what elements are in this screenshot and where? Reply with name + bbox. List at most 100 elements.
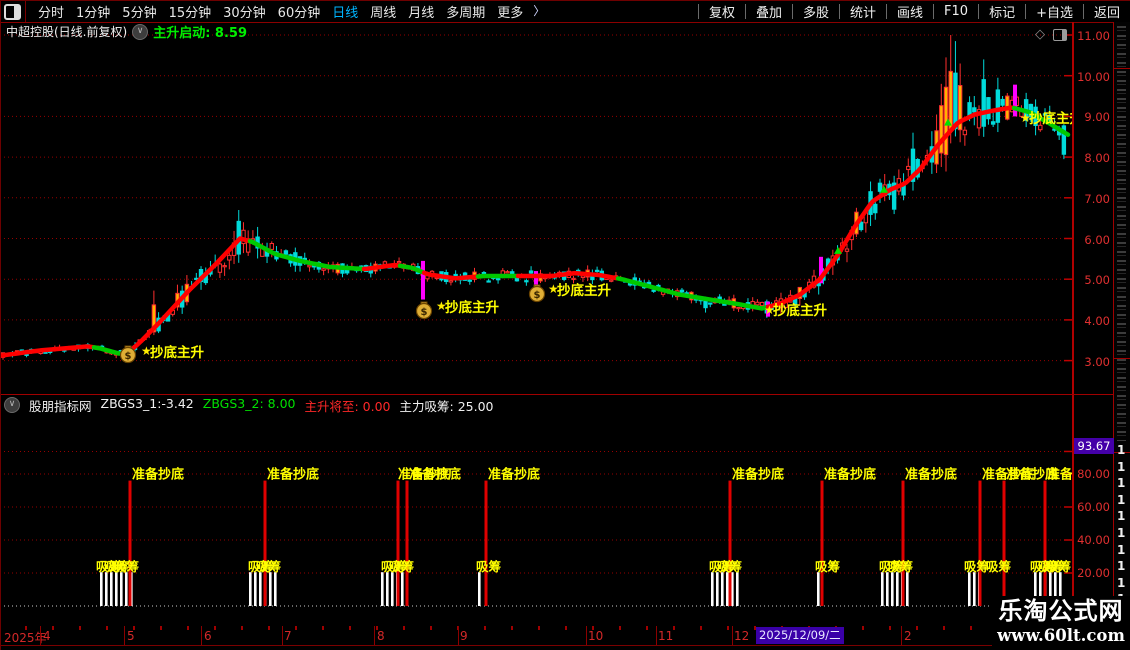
x-axis-year-label: 2025年 <box>4 631 47 645</box>
absorb-bar <box>100 572 103 606</box>
absorb-label: 吸筹 <box>879 559 905 574</box>
prepare-label: 准备抄底 <box>267 467 319 483</box>
watermark-site-name: 乐淘公式网 <box>998 597 1124 625</box>
price-axis-label: 7.00 <box>1084 191 1110 206</box>
period-tab-3[interactable]: 15分钟 <box>168 6 212 21</box>
x-axis-divider <box>201 626 202 645</box>
panel-divider <box>0 394 1113 395</box>
absorb-bar <box>391 572 394 606</box>
x-axis-label: 7 <box>284 629 292 643</box>
tool-button-2[interactable]: 多股 <box>791 4 839 21</box>
prepare-bar <box>1002 480 1006 606</box>
prepare-label: 准备抄底 <box>1047 467 1073 483</box>
prepare-label: 准备抄底 <box>982 467 1034 483</box>
tool-button-7[interactable]: +自选 <box>1025 4 1083 21</box>
indicator-name: 股朋指标网 <box>29 398 92 414</box>
absorb-bar <box>1054 572 1057 606</box>
period-tab-8[interactable]: 月线 <box>408 6 435 21</box>
clipped-text-texture <box>1117 26 1126 441</box>
absorb-bar <box>716 572 719 606</box>
watermark: 乐淘公式网 www.60lt.com <box>992 596 1130 650</box>
absorb-label: 吸筹 <box>986 559 1012 574</box>
ma-line-red <box>421 270 481 281</box>
tool-button-8[interactable]: 返回 <box>1082 4 1130 21</box>
layout-pane-icon[interactable] <box>4 3 21 20</box>
collapse-chevron-icon[interactable]: ∨ <box>132 23 149 40</box>
period-tab-7[interactable]: 周线 <box>370 6 397 21</box>
absorb-label: 吸筹 <box>381 559 407 574</box>
absorb-bar <box>115 572 118 606</box>
x-axis-label: 9 <box>460 629 468 643</box>
absorb-bar <box>1034 572 1037 606</box>
absorb-bar <box>105 572 108 606</box>
x-axis-divider <box>374 626 375 645</box>
up-arrow-marker <box>880 185 888 193</box>
tool-button-6[interactable]: 标记 <box>978 4 1025 21</box>
absorb-label: 吸筹 <box>114 559 140 574</box>
price-axis-label: 4.00 <box>1084 313 1110 328</box>
buy-signal-label: 抄底主升 <box>557 282 611 299</box>
tool-button-1[interactable]: 叠加 <box>744 4 792 21</box>
absorb-bar <box>1039 572 1042 606</box>
ma-line-red <box>515 270 620 281</box>
tool-button-3[interactable]: 统计 <box>839 4 886 21</box>
tool-button-5[interactable]: F10 <box>933 4 978 19</box>
absorb-label: 吸筹 <box>709 559 735 574</box>
x-axis-label: 10 <box>588 629 604 643</box>
tool-button-0[interactable]: 复权 <box>697 4 745 21</box>
star-icon: ★ <box>141 344 152 358</box>
split-pane-icon[interactable] <box>1053 28 1067 41</box>
x-axis-label: 5 <box>127 629 135 643</box>
prepare-label: 准备抄底 <box>824 467 876 483</box>
absorb-bar <box>249 572 252 606</box>
period-tab-0[interactable]: 分时 <box>38 6 65 21</box>
x-axis-label: 4 <box>43 629 51 643</box>
tool-button-4[interactable]: 画线 <box>886 4 933 21</box>
price-axis-label: 3.00 <box>1084 354 1110 369</box>
price-axis-label: 8.00 <box>1084 151 1110 166</box>
absorb-bar <box>120 572 123 606</box>
buy-signal-marker: ★抄底主升 <box>764 302 827 319</box>
absorb-label: 吸筹 <box>96 559 122 574</box>
period-tab-2[interactable]: 5分钟 <box>122 6 157 21</box>
prepare-bar <box>484 480 488 606</box>
signal-highlight-bar <box>421 260 425 300</box>
ma-line-red <box>765 105 1017 310</box>
x-axis-label: 12 <box>734 629 750 643</box>
absorb-bar <box>259 572 262 606</box>
period-tab-5[interactable]: 60分钟 <box>277 6 321 21</box>
indicator-field-0: ZBGS3_1:-3.42 <box>100 395 194 411</box>
prepare-label: 准备抄底 <box>488 467 540 483</box>
price-axis-label: 11.00 <box>1077 29 1110 43</box>
up-arrow-marker <box>944 118 952 126</box>
ma-line-green <box>1011 105 1071 137</box>
indicator-collapse-icon[interactable]: ∨ <box>4 397 20 413</box>
absorb-bar <box>254 572 257 606</box>
period-tab-4[interactable]: 30分钟 <box>223 6 266 21</box>
period-tab-10[interactable]: 更多 <box>497 6 524 21</box>
prepare-bar <box>901 480 905 606</box>
prepare-bar <box>396 480 400 606</box>
x-axis-divider <box>282 626 283 645</box>
period-tab-9[interactable]: 多周期 <box>446 6 486 21</box>
period-tab-6[interactable]: 日线 <box>332 6 359 21</box>
buy-signal-marker: ★抄底主升 <box>1020 110 1073 127</box>
period-tab-1[interactable]: 1分钟 <box>76 6 111 21</box>
indicator-header: ∨ 股朋指标网 ZBGS3_1:-3.42 ZBGS3_2: 8.00 主升将至: … <box>4 395 494 414</box>
prepare-label: 准备抄底 <box>132 467 184 483</box>
diamond-marker-icon[interactable]: ◇ <box>1035 27 1045 42</box>
indicator-field-3: 主力吸筹: 25.00 <box>399 398 494 414</box>
star-icon: ★ <box>548 282 559 296</box>
x-axis-label: 8 <box>377 629 385 643</box>
prepare-label: 准备抄底 <box>409 467 461 483</box>
more-chevron-icon[interactable]: 〉 <box>533 4 546 18</box>
ma-line-green <box>247 238 367 272</box>
absorb-bar <box>896 572 899 606</box>
prepare-label: 准备抄底 <box>732 467 784 483</box>
main-chart-canvas[interactable]: $★抄底主升$★抄底主升$★抄底主升★抄底主升★抄底主升 <box>0 22 1073 395</box>
absorb-bar <box>736 572 739 606</box>
absorb-label: 吸筹 <box>476 559 502 574</box>
x-axis-divider <box>458 626 459 645</box>
absorb-label: 吸筹 <box>815 559 841 574</box>
